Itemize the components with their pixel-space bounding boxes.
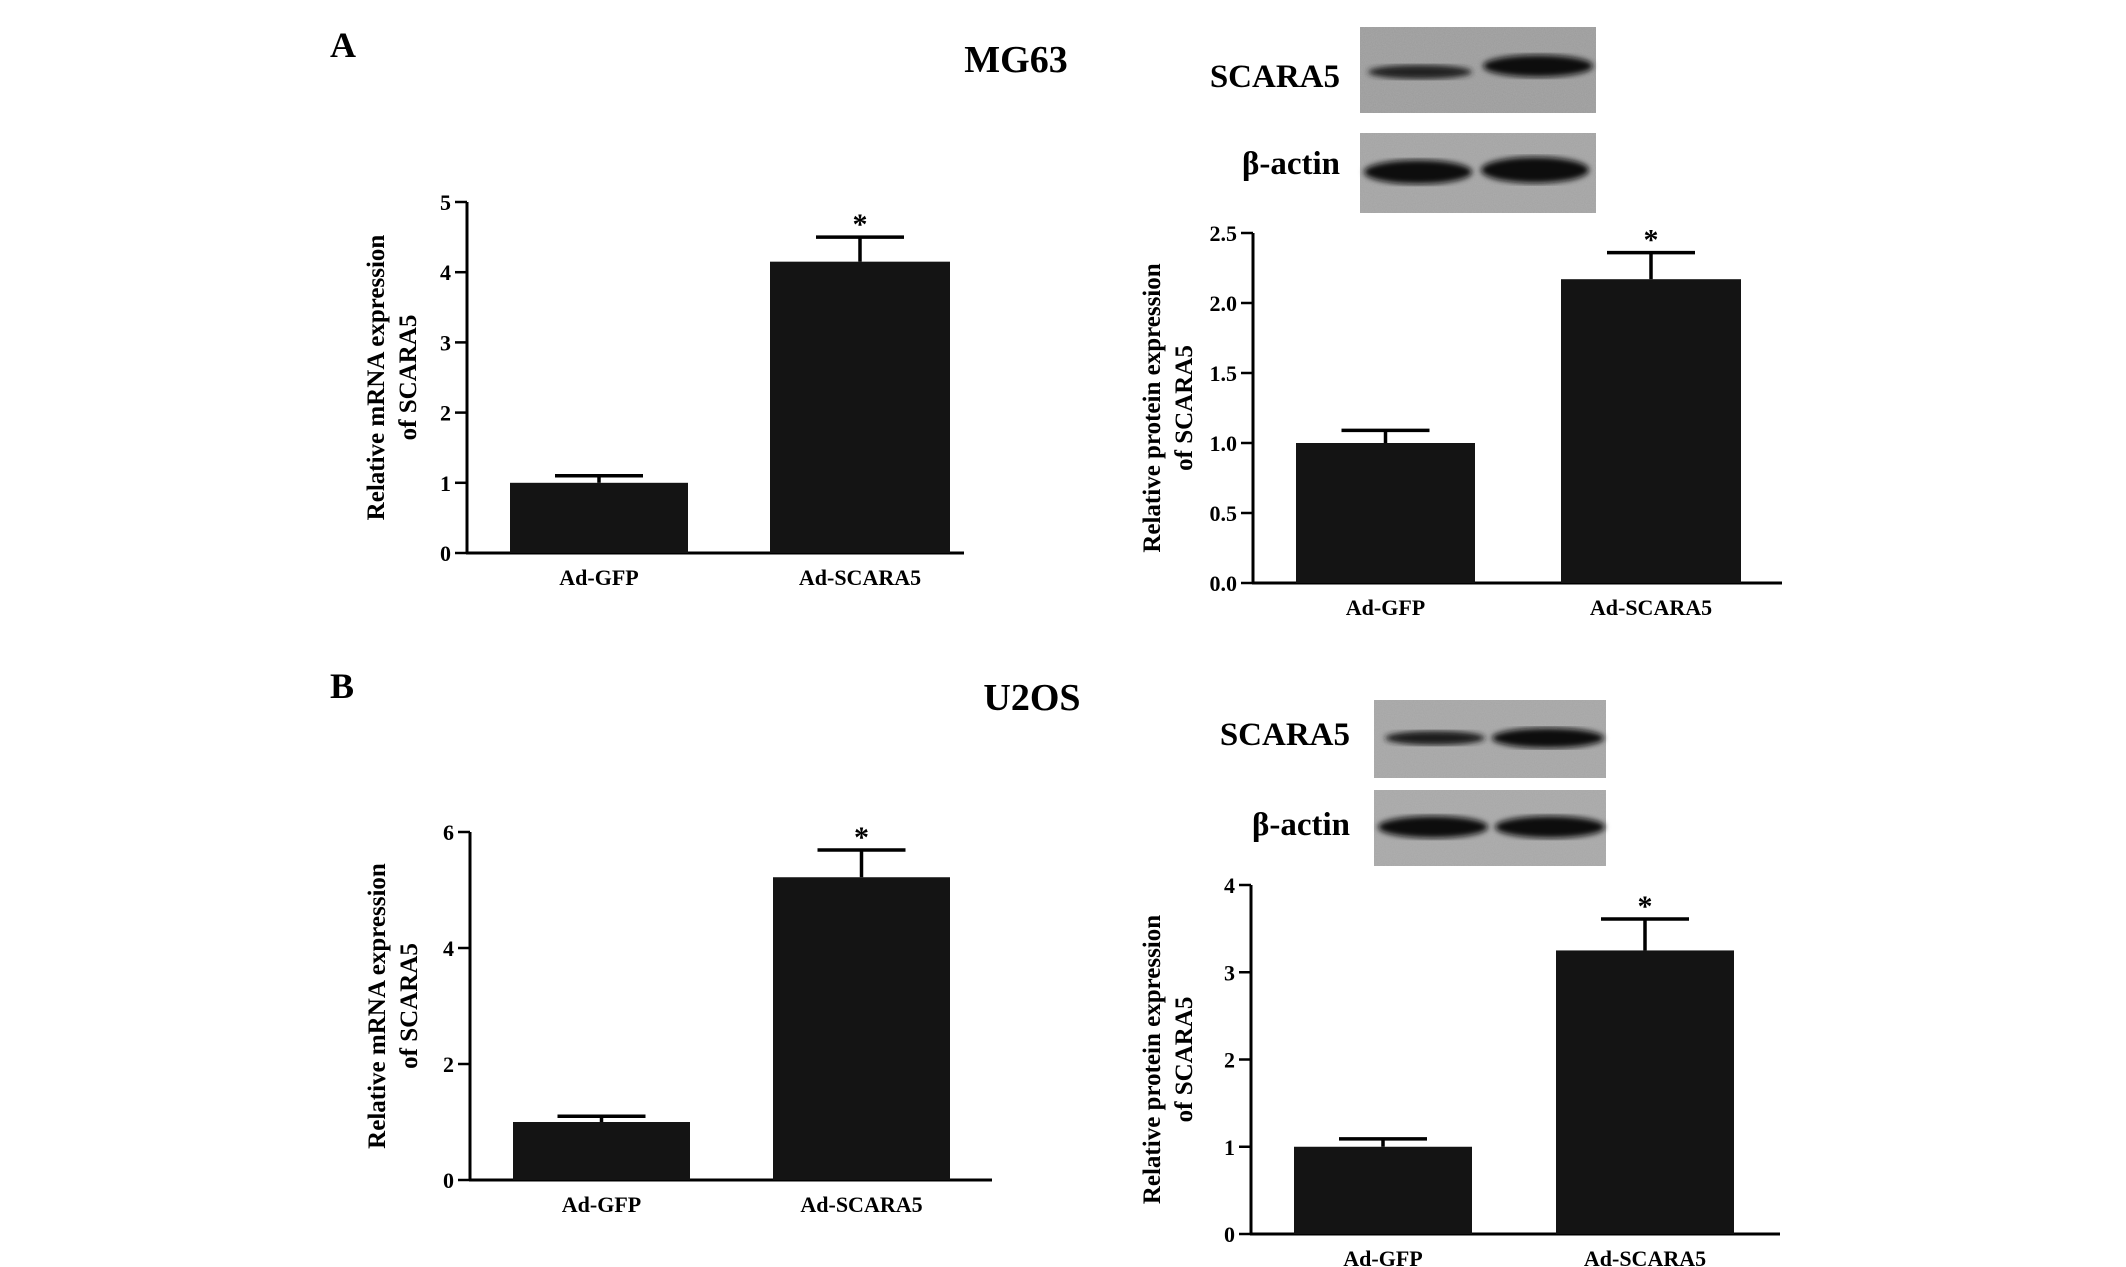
blot-strip-beta-actin-b [1374, 790, 1606, 866]
chart-3-category-label: Ad-GFP [562, 1192, 641, 1217]
chart-1-bar-1 [510, 482, 688, 553]
chart-4-bar-2 [1556, 950, 1734, 1234]
chart-1-y-tick-label: 5 [440, 190, 451, 215]
cell-line-title-u2os: U2OS [983, 677, 1080, 719]
chart-3-significance-mark: * [854, 821, 869, 854]
chart-4-significance-mark: * [1638, 890, 1653, 923]
blot-label-scara5-a: SCARA5 [1210, 59, 1340, 95]
blot-strip-beta-actin-a [1360, 133, 1596, 213]
blot-label-beta-actin-b: β-actin [1252, 807, 1350, 843]
chart-4-y-axis-label: of SCARA5 [1171, 997, 1198, 1123]
chart-1-y-tick-label: 3 [440, 330, 451, 355]
chart-4-bar-1 [1294, 1146, 1472, 1234]
chart-2-y-axis-label: of SCARA5 [1171, 345, 1198, 471]
blot-label-beta-actin-a: β-actin [1242, 146, 1340, 182]
chart-4-category-label: Ad-GFP [1343, 1246, 1422, 1267]
chart-4-y-tick-label: 3 [1224, 960, 1235, 985]
chart-4-y-axis-label: Relative protein expression [1139, 915, 1166, 1204]
chart-1-y-tick-label: 2 [440, 401, 451, 426]
chart-2-category-label: Ad-GFP [1346, 595, 1425, 620]
chart-1-category-label: Ad-GFP [559, 565, 638, 590]
chart-2-y-tick-label: 0.0 [1210, 571, 1238, 596]
protein-bar-chart-u2os: 0 1 2 3 4 Relative protein expression of SCARA… [1139, 873, 1780, 1267]
chart-1-category-label: Ad-SCARA5 [799, 565, 921, 590]
chart-4-y-tick-label: 2 [1224, 1048, 1235, 1073]
chart-3-y-axis-label: Relative mRNA expression [364, 863, 391, 1149]
chart-2-y-tick-label: 1.0 [1210, 431, 1238, 456]
chart-1-y-tick-label: 0 [440, 541, 451, 566]
protein-bar-chart-mg63: 0.0 0.5 1.0 1.5 2.0 2.5 Relative protein expre… [1139, 221, 1782, 620]
chart-2-bar-1 [1296, 443, 1475, 583]
mrna-bar-chart-mg63: 0 1 2 3 4 5 Relative mRNA expression of SCARA5 A… [363, 190, 964, 590]
chart-1-y-tick-label: 4 [440, 260, 451, 285]
blot-strip-scara5-b [1374, 700, 1606, 778]
chart-4-y-tick-label: 4 [1224, 873, 1235, 898]
mrna-bar-chart-u2os: 0 2 4 6 Relative mRNA expression of SCARA5 Ad-… [364, 820, 992, 1217]
chart-4-y-tick-label: 1 [1224, 1135, 1235, 1160]
chart-2-category-label: Ad-SCARA5 [1590, 595, 1712, 620]
chart-1-y-axis-label: of SCARA5 [395, 315, 422, 441]
chart-3-y-tick-label: 2 [443, 1052, 454, 1077]
chart-1-bar-2 [770, 261, 950, 553]
chart-3-bar-2 [773, 877, 950, 1180]
chart-2-bar-2 [1561, 279, 1741, 583]
chart-4-category-label: Ad-SCARA5 [1584, 1246, 1706, 1267]
chart-3-y-tick-label: 0 [443, 1168, 454, 1193]
western-blot-b: SCARA5 β-actin [1220, 700, 1606, 866]
blot-strip-scara5-a [1360, 27, 1596, 113]
chart-3-y-axis-label: of SCARA5 [396, 943, 423, 1069]
cell-line-title-mg63: MG63 [964, 39, 1067, 81]
chart-2-y-tick-label: 0.5 [1210, 501, 1238, 526]
chart-3-y-tick-label: 6 [443, 820, 454, 845]
chart-4-y-tick-label: 0 [1224, 1222, 1235, 1247]
blot-label-scara5-b: SCARA5 [1220, 717, 1350, 753]
chart-1-y-axis-label: Relative mRNA expression [363, 235, 390, 521]
western-blot-a: SCARA5 β-actin [1210, 27, 1596, 213]
chart-3-y-tick-label: 4 [443, 936, 454, 961]
chart-2-y-axis-label: Relative protein expression [1139, 263, 1166, 552]
panel-letter-b: B [330, 666, 354, 706]
chart-2-y-tick-label: 2.5 [1210, 221, 1238, 246]
chart-2-y-tick-label: 1.5 [1210, 361, 1238, 386]
chart-2-significance-mark: * [1644, 224, 1659, 257]
chart-3-category-label: Ad-SCARA5 [800, 1192, 922, 1217]
panel-letter-a: A [330, 25, 356, 65]
chart-1-y-tick-label: 1 [440, 471, 451, 496]
chart-2-y-tick-label: 2.0 [1210, 291, 1238, 316]
chart-3-bar-1 [513, 1122, 690, 1180]
chart-1-significance-mark: * [853, 208, 868, 241]
